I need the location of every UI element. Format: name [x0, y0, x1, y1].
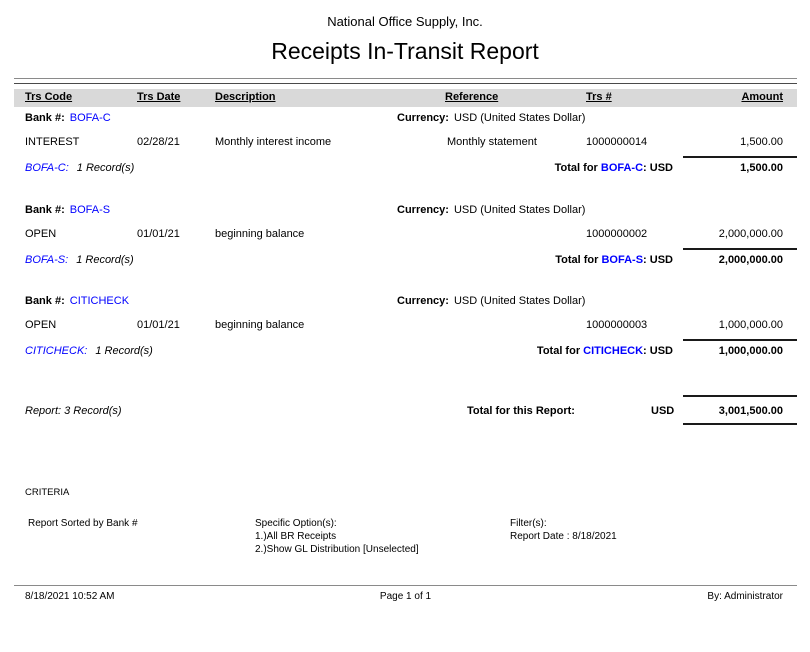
record-count-text: 1 Record(s): [95, 345, 153, 357]
cell-trs-date: 01/01/21: [137, 319, 180, 331]
subtotal-label-prefix: Total for: [536, 345, 584, 357]
report-total-currency: USD: [651, 405, 675, 417]
cell-description: beginning balance: [215, 319, 305, 331]
record-count-line: CITICHECK: 1 Record(s): [25, 344, 153, 358]
column-reference: Reference: [445, 91, 499, 103]
currency-value: USD (United States Dollar): [453, 112, 586, 124]
report-total-amount: 3,001,500.00: [718, 405, 783, 417]
bank-header: Bank #: BOFA-C: [25, 111, 111, 125]
cell-reference: Monthly statement: [447, 136, 537, 148]
record-count-text: 1 Record(s): [76, 162, 135, 174]
report-total-label: Total for this Report:: [467, 405, 575, 417]
currency-label: Currency:: [397, 295, 449, 307]
bank-label: Bank #:: [25, 112, 65, 124]
currency-value: USD (United States Dollar): [453, 204, 586, 216]
subtotal-label-prefix: Total for: [554, 162, 601, 174]
cell-trs-number: 1000000003: [586, 319, 648, 331]
bank-header: Bank #: BOFA-S: [25, 203, 110, 217]
cell-trs-date: 02/28/21: [137, 136, 180, 148]
subtotal-rule: [683, 248, 797, 250]
criteria-filter-1: Report Date : 8/18/2021: [510, 531, 617, 542]
column-amount: Amount: [741, 91, 783, 103]
subtotal-label-prefix: Total for: [555, 254, 602, 266]
column-description: Description: [215, 91, 276, 103]
record-count-code: CITICHECK:: [25, 345, 88, 357]
cell-description: Monthly interest income: [215, 136, 332, 148]
cell-trs-code: OPEN: [25, 228, 57, 240]
bank-label: Bank #:: [25, 295, 65, 307]
footer-user: By: Administrator: [707, 591, 783, 602]
footer-datetime: 8/18/2021 10:52 AM: [25, 591, 115, 602]
subtotal-amount: 1,000,000.00: [718, 345, 783, 357]
criteria-filters-label: Filter(s):: [510, 518, 547, 529]
subtotal-amount: 2,000,000.00: [718, 254, 783, 266]
criteria-specific-options-label: Specific Option(s):: [255, 518, 337, 529]
bank-code: CITICHECK: [69, 295, 130, 307]
subtotal-amount: 1,500.00: [740, 162, 783, 174]
subtotal-label-suffix: : USD: [643, 162, 673, 174]
cell-trs-code: INTEREST: [25, 136, 80, 148]
currency-line: Currency: USD (United States Dollar): [397, 111, 585, 125]
criteria-specific-option-1: 1.)All BR Receipts: [255, 531, 337, 542]
cell-description: beginning balance: [215, 228, 305, 240]
currency-value: USD (United States Dollar): [453, 295, 586, 307]
subtotal-bank-code: BOFA-C: [600, 162, 644, 174]
record-count-line: BOFA-S: 1 Record(s): [25, 253, 134, 267]
footer-rule: [14, 585, 797, 586]
subtotal-rule: [683, 339, 797, 341]
header-double-rule: [14, 78, 797, 84]
record-count-code: BOFA-S:: [25, 254, 69, 266]
currency-line: Currency: USD (United States Dollar): [397, 203, 585, 217]
subtotal-label: Total for BOFA-C: USD: [555, 161, 673, 175]
cell-trs-number: 1000000002: [586, 228, 648, 240]
footer-page-number: Page 1 of 1: [379, 591, 432, 602]
column-trs-number: Trs #: [586, 91, 612, 103]
column-trs-code: Trs Code: [25, 91, 73, 103]
criteria-sorted-by: Report Sorted by Bank #: [28, 518, 138, 529]
bank-code: BOFA-S: [69, 204, 111, 216]
report-record-count: Report: 3 Record(s): [25, 405, 122, 417]
cell-trs-code: OPEN: [25, 319, 57, 331]
column-trs-date: Trs Date: [137, 91, 181, 103]
cell-trs-number: 1000000014: [586, 136, 648, 148]
currency-line: Currency: USD (United States Dollar): [397, 294, 585, 308]
subtotal-bank-code: CITICHECK: [583, 345, 644, 357]
criteria-specific-option-2: 2.)Show GL Distribution [Unselected]: [255, 544, 419, 555]
currency-label: Currency:: [397, 112, 449, 124]
cell-amount: 1,000,000.00: [718, 319, 783, 331]
cell-amount: 1,500.00: [740, 136, 783, 148]
cell-trs-date: 01/01/21: [137, 228, 180, 240]
subtotal-bank-code: BOFA-S: [601, 254, 644, 266]
criteria-heading: CRITERIA: [25, 487, 70, 498]
currency-label: Currency:: [397, 204, 449, 216]
bank-label: Bank #:: [25, 204, 65, 216]
subtotal-label-suffix: : USD: [643, 345, 673, 357]
cell-amount: 2,000,000.00: [718, 228, 783, 240]
company-name: National Office Supply, Inc.: [327, 14, 483, 29]
record-count-text: 1 Record(s): [76, 254, 134, 266]
bank-header: Bank #: CITICHECK: [25, 294, 129, 308]
subtotal-label: Total for BOFA-S: USD: [555, 253, 673, 267]
record-count-code: BOFA-C:: [25, 162, 69, 174]
report-title: Receipts In-Transit Report: [271, 38, 539, 64]
report-total-rule-top: [683, 395, 797, 397]
subtotal-rule: [683, 156, 797, 158]
bank-code: BOFA-C: [69, 112, 111, 124]
record-count-line: BOFA-C: 1 Record(s): [25, 161, 134, 175]
subtotal-label-suffix: : USD: [643, 254, 673, 266]
report-total-rule-bottom: [683, 423, 797, 425]
column-header-bar: [14, 89, 797, 107]
subtotal-label: Total for CITICHECK: USD: [537, 344, 673, 358]
